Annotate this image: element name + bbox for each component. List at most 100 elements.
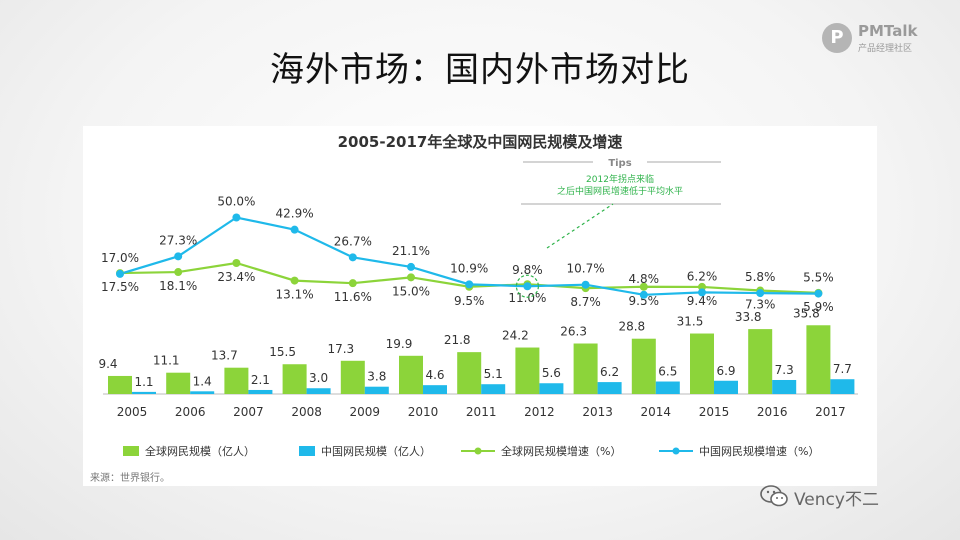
point-global-growth — [348, 279, 357, 288]
data-label-global-users: 24.2 — [502, 329, 529, 343]
bar-china-users — [655, 381, 680, 394]
wechat-icon — [760, 485, 788, 507]
data-label-global-users: 35.8 — [793, 306, 820, 320]
tips-line-1: 2012年拐点来临 — [586, 173, 654, 185]
x-tick-label: 2008 — [291, 405, 322, 419]
point-china-growth — [639, 290, 648, 299]
bar-china-users — [772, 379, 797, 394]
data-label-global-growth: 15.0% — [392, 284, 430, 298]
data-label-global-users: 13.7 — [211, 349, 238, 363]
logo-name: PMTalk — [858, 22, 918, 40]
bar-global-users — [690, 333, 714, 394]
data-label-global-users: 31.5 — [677, 315, 704, 329]
x-tick-label: 2011 — [466, 405, 497, 419]
data-label-global-growth: 8.7% — [570, 295, 601, 309]
data-label-china-growth: 4.8% — [629, 272, 660, 286]
pmtalk-logo-icon: P — [822, 23, 852, 53]
data-label-china-users: 3.0 — [309, 371, 328, 385]
data-label-global-users: 33.8 — [735, 310, 762, 324]
x-tick-label: 2017 — [815, 405, 846, 419]
point-china-growth — [523, 282, 532, 291]
x-tick-label: 2010 — [408, 405, 439, 419]
x-tick-label: 2005 — [117, 405, 148, 419]
watermark-text: Vency不二 — [794, 490, 879, 510]
bar-global-users — [631, 338, 656, 394]
data-label-global-growth: 11.0% — [508, 291, 546, 305]
bar-global-users — [748, 329, 773, 394]
data-label-global-users: 21.8 — [444, 333, 471, 347]
data-label-china-users: 4.6 — [425, 368, 444, 382]
bar-china-users — [597, 382, 622, 394]
point-china-growth — [348, 253, 357, 262]
x-tick-label: 2007 — [233, 405, 264, 419]
data-label-china-users: 7.7 — [833, 362, 852, 376]
bar-global-users — [457, 352, 482, 394]
legend-global-growth: 全球网民规模增速（%） — [501, 444, 621, 458]
bar-china-users — [830, 379, 855, 394]
data-label-china-growth: 5.5% — [803, 271, 834, 285]
point-china-growth — [232, 213, 241, 222]
data-label-global-users: 17.3 — [327, 342, 354, 356]
data-label-global-growth: 9.5% — [454, 294, 485, 308]
bar-china-users — [423, 385, 447, 394]
data-label-china-users: 1.4 — [193, 374, 212, 388]
chart: 2005-2017年全球及中国网民规模及增速 Tips 2012年拐点来临 之后… — [98, 133, 858, 458]
data-label-china-users: 3.8 — [367, 370, 386, 384]
data-label-global-users: 28.8 — [618, 320, 645, 334]
bar-china-users — [481, 384, 506, 394]
data-label-china-growth: 27.3% — [159, 233, 197, 247]
tips-heading: Tips — [608, 158, 631, 169]
point-china-growth — [116, 269, 124, 278]
x-tick-label: 2013 — [582, 405, 613, 419]
point-china-growth — [814, 289, 823, 298]
legend-marker-global-growth — [474, 447, 482, 455]
point-china-growth — [581, 280, 590, 289]
tips-pointer — [546, 203, 614, 249]
bar-china-users — [306, 388, 331, 394]
chart-source: 来源：世界银行。 — [90, 473, 170, 484]
data-label-china-growth: 5.8% — [745, 270, 776, 284]
data-label-china-growth: 26.7% — [334, 234, 372, 248]
data-label-china-growth: 50.0% — [217, 195, 255, 209]
pmtalk-logo: P PMTalk 产品经理社区 — [822, 22, 942, 58]
data-label-global-users: 9.4 — [98, 357, 117, 371]
bar-global-users — [806, 325, 831, 394]
data-label-china-growth: 9.8% — [512, 263, 543, 277]
point-global-growth — [407, 273, 415, 282]
data-label-global-growth: 18.1% — [159, 279, 197, 293]
legend-swatch-global-users — [123, 446, 139, 456]
data-label-global-growth: 9.5% — [629, 294, 660, 308]
data-label-global-growth: 13.1% — [276, 288, 314, 302]
point-global-growth — [232, 258, 241, 267]
legend-global-users: 全球网民规模（亿人） — [145, 444, 255, 458]
x-tick-label: 2012 — [524, 405, 555, 419]
data-label-global-growth: 9.4% — [687, 294, 718, 308]
x-tick-label: 2015 — [699, 405, 730, 419]
point-china-growth — [174, 252, 183, 261]
data-label-china-growth: 6.2% — [687, 269, 718, 283]
logo-subtitle: 产品经理社区 — [858, 44, 913, 54]
chart-legend: 全球网民规模（亿人） 中国网民规模（亿人） 全球网民规模增速（%） 中国网民规模… — [123, 444, 819, 458]
bar-global-users — [340, 360, 365, 394]
point-global-growth — [639, 282, 648, 291]
bar-china-users — [248, 389, 273, 394]
data-label-global-growth: 23.4% — [217, 270, 255, 284]
bar-global-users — [399, 355, 423, 394]
turning-point-highlight — [515, 274, 539, 298]
bar-china-users — [132, 391, 156, 394]
bar-global-users — [515, 347, 540, 394]
data-label-china-users: 2.1 — [251, 373, 270, 387]
bar-global-users — [573, 343, 598, 394]
chart-title: 2005-2017年全球及中国网民规模及增速 — [338, 133, 623, 151]
data-label-china-users: 5.1 — [484, 367, 503, 381]
point-china-growth — [756, 289, 765, 298]
data-label-china-growth: 10.7% — [567, 262, 605, 276]
legend-china-growth: 中国网民规模增速（%） — [699, 444, 819, 458]
data-label-china-users: 7.3 — [775, 363, 794, 377]
legend-marker-china-growth — [672, 447, 680, 455]
tips-annotation: Tips 2012年拐点来临 之后中国网民增速低于平均水平 — [521, 158, 721, 249]
chart-panel: 2005-2017年全球及中国网民规模及增速 Tips 2012年拐点来临 之后… — [83, 126, 877, 486]
bar-global-users — [108, 375, 132, 394]
legend-china-users: 中国网民规模（亿人） — [321, 444, 431, 458]
data-label-global-users: 26.3 — [560, 325, 587, 339]
